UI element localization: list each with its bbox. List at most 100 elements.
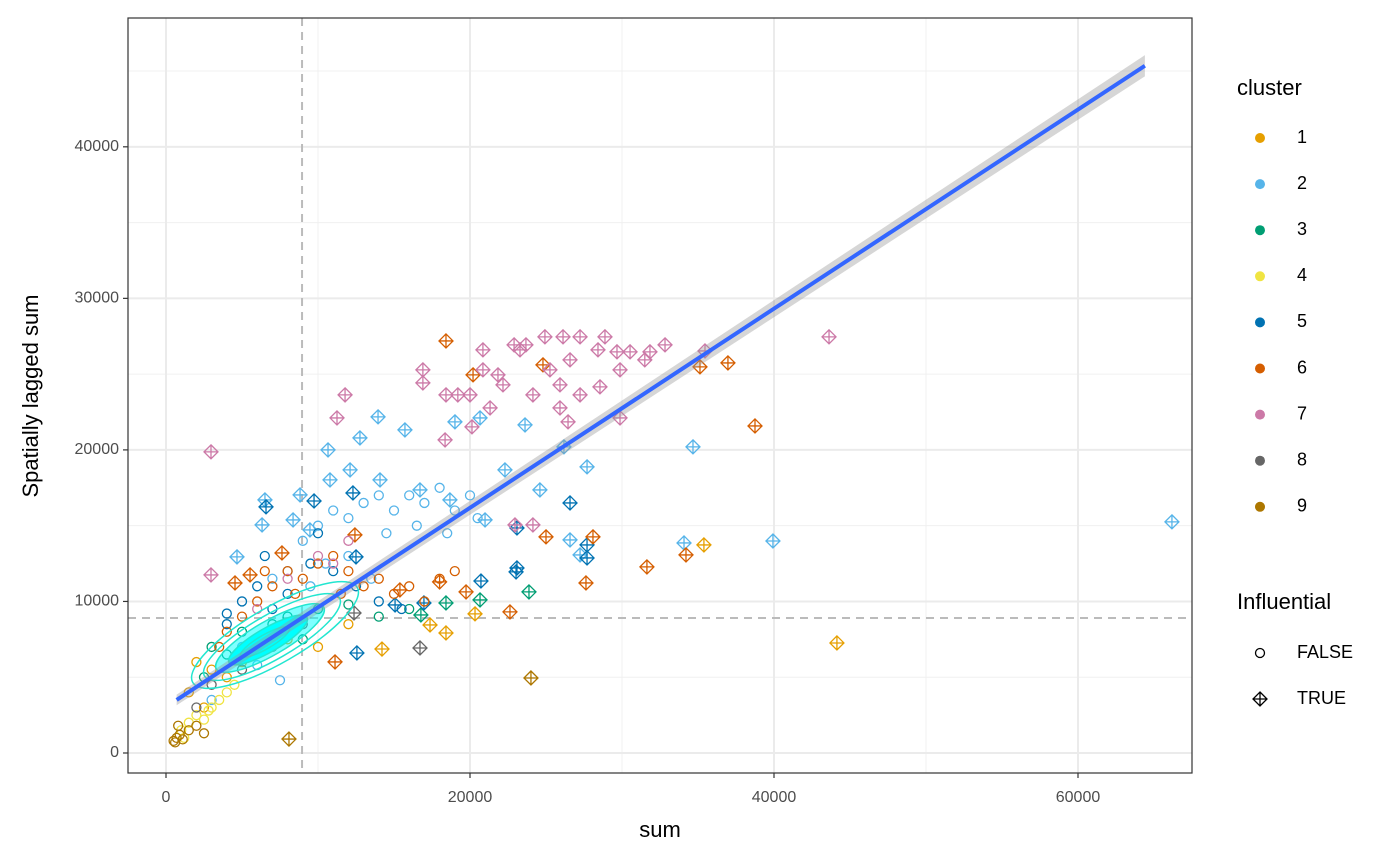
point xyxy=(597,328,613,345)
point xyxy=(343,599,354,610)
point xyxy=(203,705,214,716)
legend-label: 6 xyxy=(1297,357,1307,377)
point xyxy=(374,641,390,657)
point xyxy=(328,565,339,577)
point xyxy=(221,608,232,619)
point xyxy=(328,505,339,516)
point xyxy=(203,567,219,583)
legend-key xyxy=(1255,179,1265,190)
point xyxy=(343,512,354,524)
point xyxy=(290,588,301,600)
point xyxy=(419,596,430,607)
point xyxy=(579,550,595,566)
point xyxy=(173,720,184,731)
point xyxy=(590,341,606,358)
point xyxy=(254,517,270,533)
point xyxy=(612,410,628,426)
legend-key xyxy=(1255,409,1265,420)
point xyxy=(221,626,232,637)
point xyxy=(347,527,363,543)
point xyxy=(267,573,278,584)
point xyxy=(622,343,638,360)
legend-label: 5 xyxy=(1297,311,1307,331)
legend-key xyxy=(1255,271,1265,282)
point xyxy=(252,596,263,607)
point xyxy=(502,603,518,620)
y-tick-label: 10000 xyxy=(75,593,120,610)
legend-key xyxy=(1254,647,1266,659)
legend-label: 4 xyxy=(1297,265,1307,285)
point xyxy=(525,386,541,403)
point xyxy=(419,497,430,509)
point xyxy=(214,694,225,706)
point xyxy=(203,443,219,460)
point xyxy=(397,421,413,438)
point xyxy=(442,528,453,539)
point xyxy=(720,354,736,371)
legend-label: FALSE xyxy=(1297,642,1353,662)
point xyxy=(442,491,458,508)
point xyxy=(259,565,270,577)
point xyxy=(449,565,460,577)
point xyxy=(337,386,353,403)
point xyxy=(312,528,324,539)
contour xyxy=(190,580,360,690)
point xyxy=(345,485,361,501)
point xyxy=(1164,513,1180,530)
point xyxy=(352,430,368,446)
legend-key xyxy=(1255,133,1265,143)
point xyxy=(555,328,571,345)
point xyxy=(373,573,384,584)
point xyxy=(482,400,498,416)
point xyxy=(404,581,415,592)
point xyxy=(542,361,558,378)
legend-label: 3 xyxy=(1297,219,1307,239)
point xyxy=(507,517,523,533)
point xyxy=(312,641,324,653)
point xyxy=(348,548,364,565)
x-axis-title: sum xyxy=(639,817,681,842)
point xyxy=(678,547,694,563)
legend-key xyxy=(1255,225,1265,236)
point xyxy=(412,481,428,498)
legend-label: 7 xyxy=(1297,403,1307,423)
point xyxy=(392,582,408,598)
point xyxy=(372,471,388,488)
point xyxy=(258,498,274,515)
point xyxy=(521,583,537,600)
point xyxy=(320,441,336,458)
point xyxy=(171,732,182,743)
point xyxy=(259,550,270,562)
fit xyxy=(175,55,1146,706)
point xyxy=(473,573,489,589)
point xyxy=(191,656,202,668)
point xyxy=(267,581,278,592)
point xyxy=(343,619,354,630)
point xyxy=(221,687,232,698)
point xyxy=(214,641,225,653)
legend-label: 9 xyxy=(1297,496,1307,516)
legend-title: cluster xyxy=(1237,75,1302,100)
point xyxy=(320,558,331,569)
point xyxy=(229,548,245,565)
point xyxy=(381,528,392,539)
point xyxy=(464,490,476,501)
point xyxy=(552,376,568,393)
point xyxy=(578,575,594,591)
point xyxy=(449,505,460,516)
point xyxy=(612,361,628,378)
point xyxy=(274,545,290,561)
point xyxy=(412,640,428,656)
point xyxy=(438,333,454,349)
point xyxy=(525,517,541,533)
point xyxy=(696,537,712,553)
point xyxy=(242,567,258,583)
legend-label: 1 xyxy=(1297,127,1307,147)
point xyxy=(585,528,601,545)
point xyxy=(431,573,448,590)
point xyxy=(404,603,415,615)
y-axis-title: Spatially lagged sum xyxy=(18,294,43,497)
point xyxy=(206,702,217,713)
point xyxy=(472,410,488,426)
